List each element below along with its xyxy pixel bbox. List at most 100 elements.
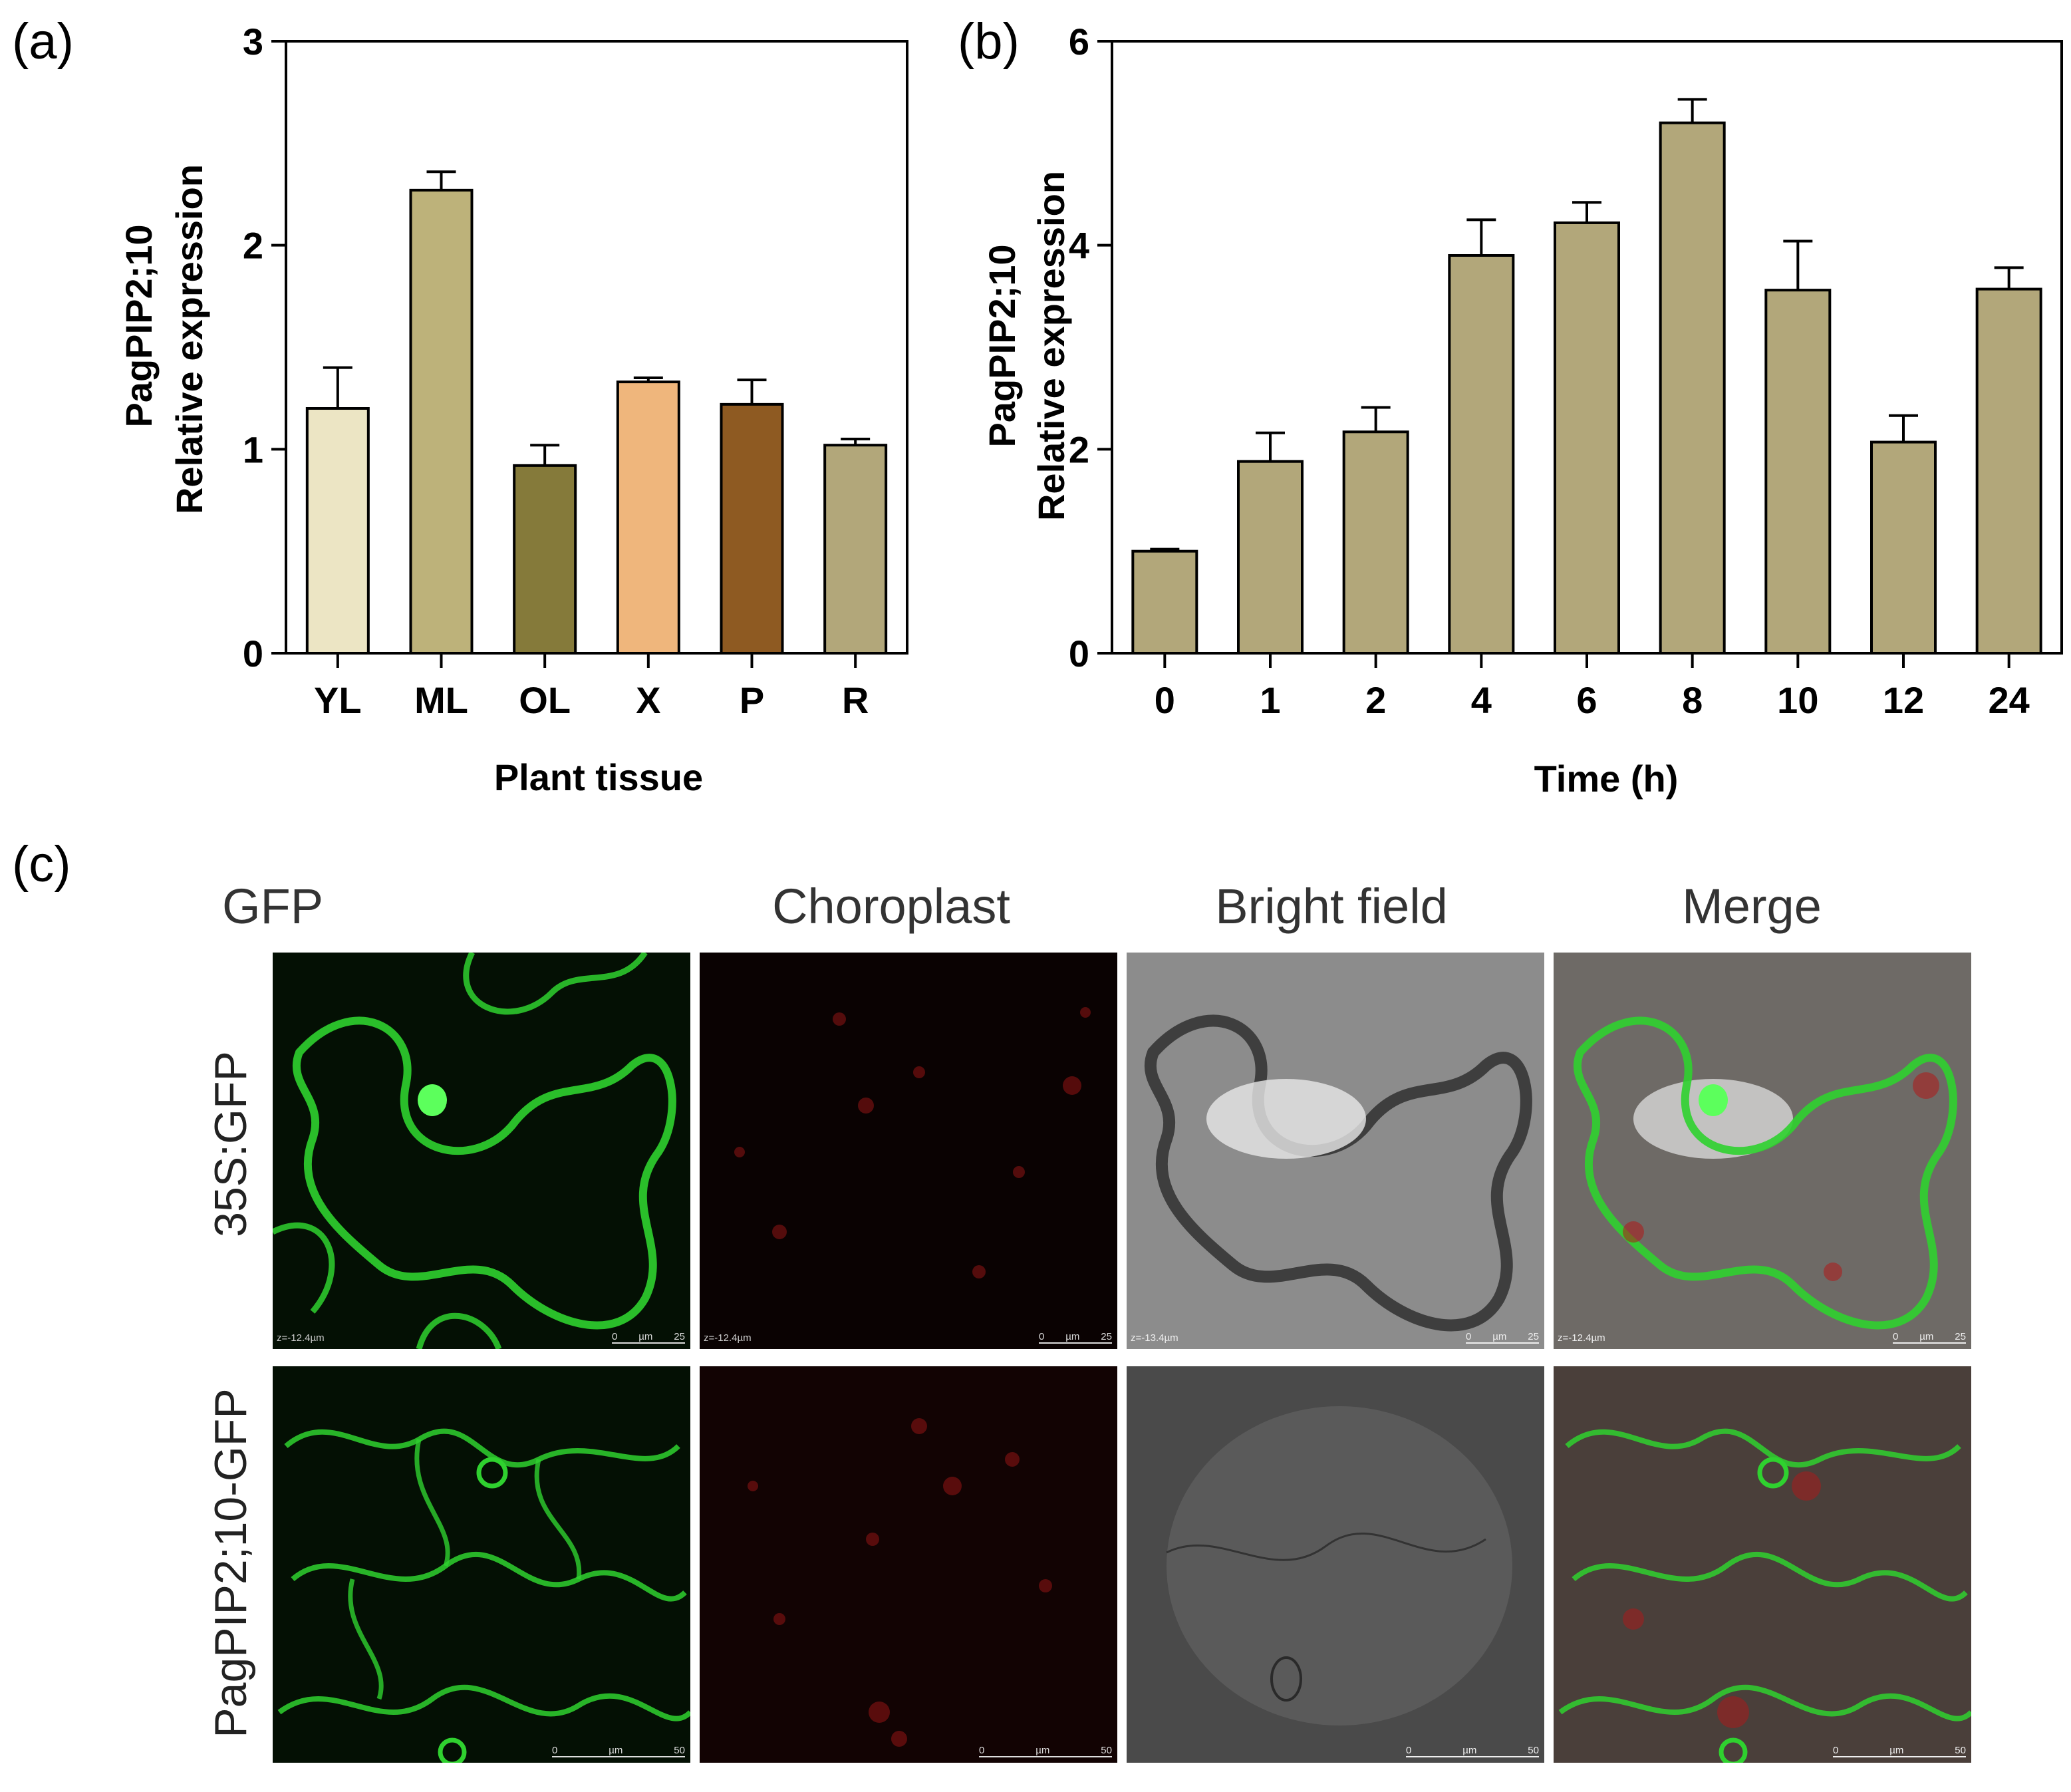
panel-a-label: (a) bbox=[12, 13, 74, 70]
bar bbox=[1448, 254, 1515, 655]
scale-bar-unit: µm bbox=[1065, 1331, 1080, 1342]
scale-bar-end: 50 bbox=[1955, 1745, 1966, 1756]
scale-bar-start: 0 bbox=[612, 1331, 618, 1342]
scale-bar-end: 25 bbox=[1101, 1331, 1112, 1342]
scale-bar: 0 µm 50 bbox=[1833, 1745, 1966, 1757]
x-tick-label: YL bbox=[314, 679, 362, 721]
x-tick-label: 4 bbox=[1471, 679, 1492, 721]
bar bbox=[720, 402, 784, 655]
y-tick-label: 2 bbox=[1069, 428, 1089, 470]
scale-bar-start: 0 bbox=[979, 1745, 985, 1756]
x-tick-label: 1 bbox=[1260, 679, 1280, 721]
y-tick-label: 1 bbox=[243, 428, 263, 470]
y-tick-label: 0 bbox=[1069, 633, 1089, 674]
plot-frame bbox=[285, 40, 908, 655]
chart-a-axes bbox=[271, 40, 908, 668]
x-tick-label: ML bbox=[414, 679, 468, 721]
x-tick-label: 2 bbox=[1365, 679, 1386, 721]
bar bbox=[1870, 440, 1937, 655]
scale-bar-unit: µm bbox=[1492, 1331, 1507, 1342]
bar bbox=[823, 444, 888, 655]
scale-bar-unit: µm bbox=[1919, 1331, 1934, 1342]
scale-bar: 0 µm 25 bbox=[1466, 1331, 1539, 1344]
chart-a-bars bbox=[305, 188, 888, 655]
x-tick-label: 10 bbox=[1777, 679, 1818, 721]
bar bbox=[616, 380, 680, 655]
scale-bar-unit: µm bbox=[1036, 1745, 1050, 1756]
scale-bar-unit: µm bbox=[1889, 1745, 1904, 1756]
chart-b-errorbars bbox=[1150, 98, 2024, 551]
col-header-chloroplast: Choroplast bbox=[772, 879, 1010, 934]
chart-a-ylabel-line2: Relative expression bbox=[168, 164, 210, 514]
x-tick-label: X bbox=[636, 679, 660, 721]
chart-a-yticklabels: 0 1 2 3 bbox=[243, 21, 263, 674]
x-tick-label: 6 bbox=[1576, 679, 1597, 721]
x-tick-label: 8 bbox=[1682, 679, 1703, 721]
micrograph-merge-pagpip: 0 µm 50 bbox=[1554, 1366, 1971, 1763]
chart-a-errorbars bbox=[323, 170, 871, 466]
scale-bar: 0 µm 25 bbox=[1893, 1331, 1966, 1344]
chart-a-xticklabels: YL ML OL X P R bbox=[314, 679, 869, 721]
y-tick-label: 3 bbox=[243, 21, 263, 63]
x-tick-label: R bbox=[842, 679, 869, 721]
scale-bar-start: 0 bbox=[1466, 1331, 1472, 1342]
row-labels: 35S:GFP PagPIP2;10-GFP bbox=[206, 1051, 256, 1738]
y-tick-label: 0 bbox=[243, 633, 263, 674]
scale-bar-start: 0 bbox=[1893, 1331, 1899, 1342]
micrograph-chloroplast-pagpip: 0 µm 50 bbox=[700, 1366, 1117, 1763]
col-header-bright-field: Bright field bbox=[1215, 879, 1448, 934]
panel-c-label: (c) bbox=[12, 836, 71, 893]
scale-bar-end: 25 bbox=[1955, 1331, 1966, 1342]
micrograph-merge-35s: z=-12.4µm 0 µm 25 bbox=[1554, 953, 1971, 1349]
scale-bar-unit: µm bbox=[638, 1331, 653, 1342]
col-header-gfp: GFP bbox=[221, 879, 324, 934]
scale-bar-end: 25 bbox=[674, 1331, 685, 1342]
scale-bar-unit: µm bbox=[609, 1745, 623, 1756]
row-label-pagpip-gfp: PagPIP2;10-GFP bbox=[206, 1388, 256, 1737]
chart-b-xlabel: Time (h) bbox=[1534, 758, 1679, 800]
chart-b-xticklabels: 0 1 2 4 6 8 10 12 24 bbox=[1155, 679, 2030, 721]
bar bbox=[1131, 549, 1198, 655]
col-header-merge: Merge bbox=[1682, 879, 1822, 934]
scale-bar-end: 50 bbox=[674, 1745, 685, 1756]
y-tick-label: 2 bbox=[243, 225, 263, 267]
scale-bar-start: 0 bbox=[1833, 1745, 1839, 1756]
chart-b-ylabel-line1: PagPIP2;10 bbox=[981, 244, 1023, 447]
plot-frame bbox=[1111, 40, 2063, 655]
chart-b-ylabel-line2: Relative expression bbox=[1030, 171, 1072, 521]
chart-b-bars bbox=[1131, 121, 2042, 655]
micrograph-brightfield-pagpip: 0 µm 50 bbox=[1127, 1366, 1544, 1763]
scale-bar: 0 µm 50 bbox=[1406, 1745, 1539, 1757]
scale-bar-start: 0 bbox=[552, 1745, 558, 1756]
x-tick-label: P bbox=[740, 679, 764, 721]
bar bbox=[305, 407, 370, 655]
z-label: z=-12.4µm bbox=[1558, 1332, 1605, 1344]
row-label-35s-gfp: 35S:GFP bbox=[206, 1051, 256, 1237]
bar bbox=[1975, 287, 2042, 655]
bar bbox=[1554, 221, 1620, 655]
micrograph-brightfield-35s: z=-13.4µm 0 µm 25 bbox=[1127, 953, 1544, 1349]
bar bbox=[1659, 121, 1726, 655]
scale-bar-start: 0 bbox=[1406, 1745, 1412, 1756]
bar bbox=[1237, 460, 1304, 655]
y-tick-label: 4 bbox=[1069, 225, 1089, 267]
micrograph-chloroplast-35s: z=-12.4µm 0 µm 25 bbox=[700, 953, 1117, 1349]
x-tick-label: OL bbox=[519, 679, 571, 721]
scale-bar: 0 µm 50 bbox=[552, 1745, 685, 1757]
x-tick-label: 24 bbox=[1989, 679, 2030, 721]
scale-bar-start: 0 bbox=[1039, 1331, 1045, 1342]
bar bbox=[513, 464, 577, 655]
chart-b-axes bbox=[1097, 40, 2063, 668]
scale-bar-unit: µm bbox=[1462, 1745, 1477, 1756]
micrograph-gfp-35s: z=-12.4µm 0 µm 25 bbox=[273, 953, 690, 1349]
z-label: z=-13.4µm bbox=[1131, 1332, 1178, 1344]
z-label: z=-12.4µm bbox=[277, 1332, 325, 1344]
bar bbox=[1342, 430, 1409, 655]
x-tick-label: 12 bbox=[1883, 679, 1924, 721]
x-tick-label: 0 bbox=[1155, 679, 1175, 721]
bar bbox=[1764, 289, 1832, 655]
chart-a: (a) 0 1 2 3 YL ML OL X P R PagPIP2;10 Relative e… bbox=[12, 13, 908, 798]
z-label: z=-12.4µm bbox=[704, 1332, 752, 1344]
scale-bar-end: 50 bbox=[1528, 1745, 1539, 1756]
bar bbox=[409, 188, 474, 655]
